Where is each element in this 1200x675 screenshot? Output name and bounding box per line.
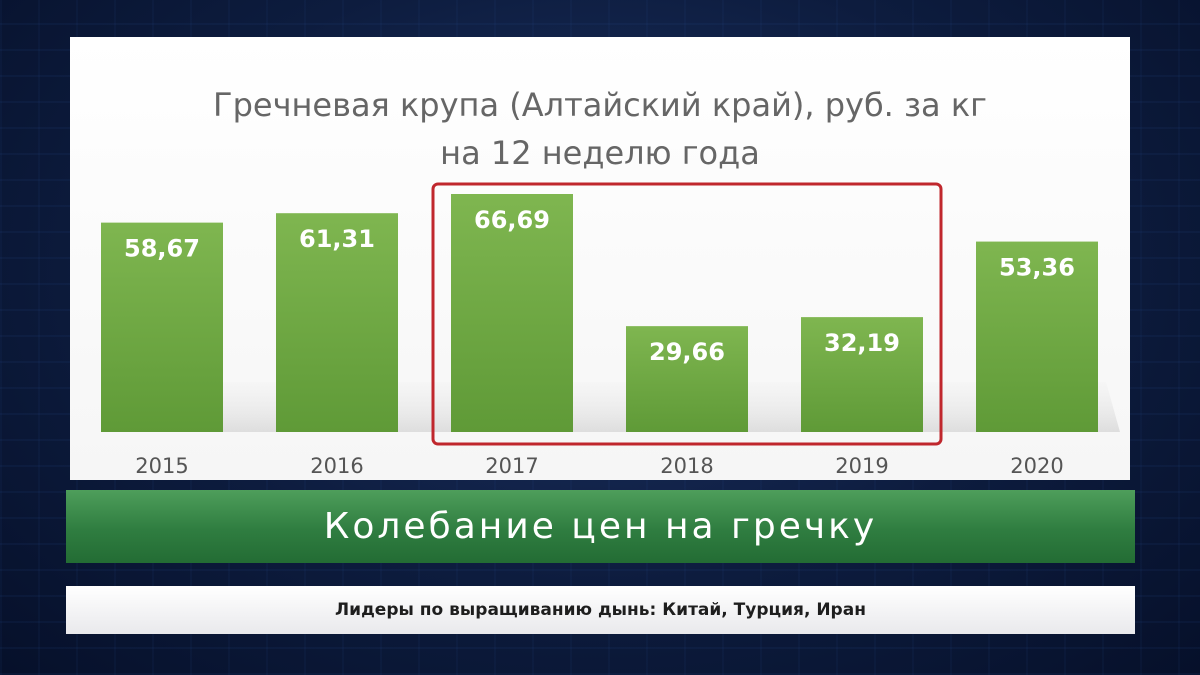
caption-bar: Колебание цен на гречку <box>66 490 1135 563</box>
data-label-2015: 58,67 <box>124 235 200 263</box>
ticker-text: Лидеры по выращиванию дынь: Китай, Турци… <box>335 600 866 620</box>
data-label-2020: 53,36 <box>999 254 1075 282</box>
data-label-2019: 32,19 <box>824 329 900 357</box>
chart-title: Гречневая крупа (Алтайский край), руб. з… <box>70 81 1130 177</box>
data-label-2016: 61,31 <box>299 225 375 253</box>
chart-title-line-2: на 12 неделю года <box>440 134 760 172</box>
bar-2019 <box>801 317 923 432</box>
x-tick-2017: 2017 <box>485 454 538 478</box>
bar-2015 <box>101 222 223 432</box>
x-tick-2018: 2018 <box>660 454 713 478</box>
highlight-box <box>431 182 943 446</box>
news-ticker: Лидеры по выращиванию дынь: Китай, Турци… <box>66 586 1135 634</box>
x-tick-2015: 2015 <box>135 454 188 478</box>
x-tick-2019: 2019 <box>835 454 888 478</box>
bar-2020 <box>976 241 1098 432</box>
caption-text: Колебание цен на гречку <box>323 506 878 547</box>
bar-chart: 58,67 61,31 66,69 29,66 32,19 53,36 2015 2016 2… <box>101 182 1120 478</box>
data-label-2018: 29,66 <box>649 338 725 366</box>
data-label-2017: 66,69 <box>474 206 550 234</box>
chart-panel: Гречневая крупа (Алтайский край), руб. з… <box>70 37 1130 480</box>
floor-shadow <box>111 382 1120 432</box>
chart-title-line-1: Гречневая крупа (Алтайский край), руб. з… <box>213 86 987 124</box>
x-tick-2020: 2020 <box>1010 454 1063 478</box>
x-tick-2016: 2016 <box>310 454 363 478</box>
bar-2016 <box>276 213 398 432</box>
bar-2017 <box>451 194 573 432</box>
bar-2018 <box>626 326 748 432</box>
